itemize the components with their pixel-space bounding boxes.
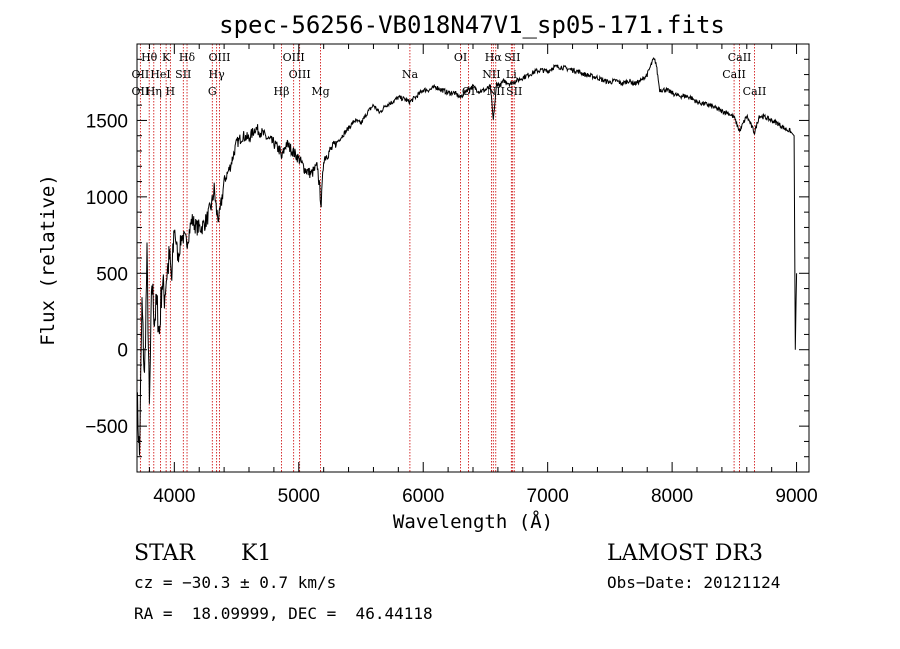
- emission-line-markers: [139, 44, 755, 472]
- line-label: Li: [506, 68, 517, 81]
- line-label: Mg: [311, 85, 329, 98]
- line-label: NII: [482, 68, 500, 81]
- x-tick-label: 9000: [775, 486, 817, 507]
- object-class: STAR: [134, 541, 196, 566]
- redshift-text: cz = −30.3 ± 0.7 km/s: [134, 573, 336, 592]
- line-label: OIII: [208, 51, 230, 64]
- line-label: CaII: [728, 51, 752, 64]
- x-tick-label: 8000: [651, 486, 693, 507]
- line-label: CaII: [722, 68, 746, 81]
- y-axis-ticks: −500 0 500 1000 1500: [85, 58, 809, 458]
- x-axis-ticks: 4000 5000 6000 7000 8000 9000: [148, 44, 818, 507]
- x-axis-label: Wavelength (Å): [393, 510, 553, 533]
- line-label: OI: [454, 51, 467, 64]
- x-tick-label: 7000: [527, 486, 569, 507]
- line-label: K: [162, 51, 171, 64]
- line-label: Hδ: [179, 51, 196, 64]
- line-label: Hη: [146, 85, 162, 98]
- y-tick-label: 500: [96, 264, 128, 285]
- y-tick-label: 0: [117, 341, 128, 362]
- x-tick-label: 4000: [153, 486, 195, 507]
- line-label: OIII: [283, 51, 305, 64]
- x-tick-label: 6000: [402, 486, 444, 507]
- y-tick-label: −500: [85, 417, 128, 438]
- chart-title: spec-56256-VB018N47V1_sp05-171.fits: [219, 11, 725, 39]
- line-label: Hα: [485, 51, 503, 64]
- line-label: Hγ: [209, 68, 226, 81]
- y-tick-label: 1000: [86, 188, 128, 209]
- coordinates-text: RA = 18.09999, DEC = 46.44118: [134, 604, 433, 623]
- line-label: Hβ: [274, 85, 290, 98]
- obs-date-text: Obs−Date: 20121124: [607, 573, 780, 592]
- line-label: SII: [504, 51, 520, 64]
- line-label: SII: [506, 85, 522, 98]
- x-tick-label: 5000: [278, 486, 320, 507]
- line-label: OIII: [289, 68, 311, 81]
- line-label: Hθ: [141, 51, 158, 64]
- line-label: Na: [402, 68, 419, 81]
- line-label: G: [208, 85, 217, 98]
- y-axis-label: Flux (relative): [37, 174, 59, 346]
- line-label: H: [166, 85, 176, 98]
- y-tick-label: 1500: [86, 111, 128, 132]
- spectrum-line: [136, 57, 798, 456]
- line-label: HeI: [150, 68, 170, 81]
- survey-name: LAMOST DR3: [607, 541, 763, 566]
- line-label: CaII: [743, 85, 767, 98]
- line-label: SII: [175, 68, 191, 81]
- object-subclass: K1: [241, 541, 271, 566]
- plot-frame: [136, 43, 810, 473]
- line-label: OII: [132, 85, 150, 98]
